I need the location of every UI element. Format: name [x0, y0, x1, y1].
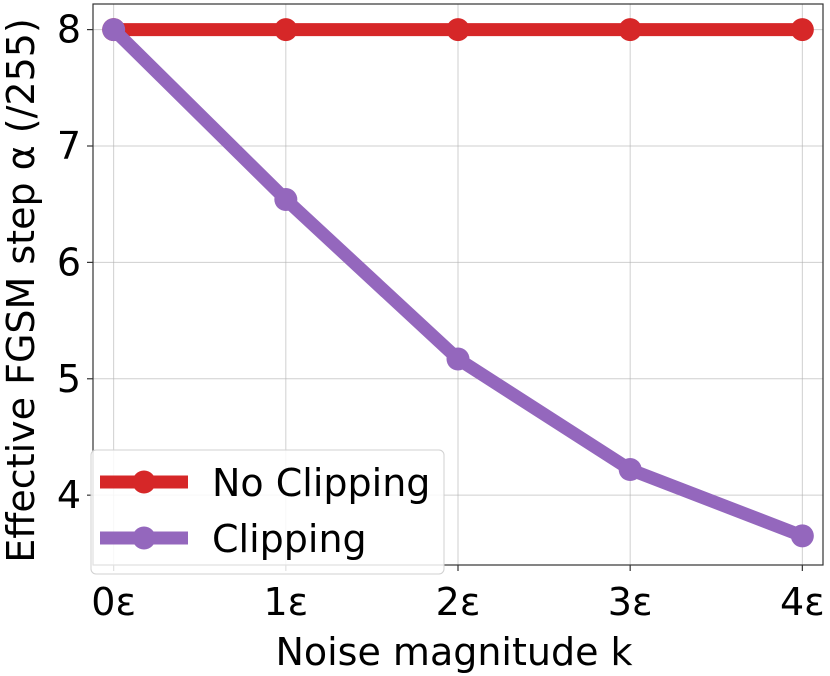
data-point [274, 18, 298, 42]
x-tick-label: 2ε [436, 580, 481, 624]
y-tick-label: 6 [57, 240, 81, 284]
x-tick-label: 1ε [263, 580, 308, 624]
legend-label: No Clipping [212, 461, 430, 505]
y-tick-label: 4 [57, 473, 81, 517]
x-ticks: 0ε 1ε 2ε 3ε 4ε [91, 565, 825, 624]
y-tick-label: 5 [57, 357, 81, 401]
data-point [446, 18, 470, 42]
data-point [790, 18, 814, 42]
data-point [446, 347, 470, 371]
legend-label: Clipping [212, 517, 367, 561]
legend: No Clipping Clipping [90, 449, 445, 575]
y-tick-label: 7 [57, 124, 81, 168]
series-lines [102, 18, 814, 548]
y-tick-label: 8 [57, 8, 81, 52]
legend-marker [132, 470, 156, 494]
x-tick-label: 3ε [608, 580, 653, 624]
data-point [618, 18, 642, 42]
legend-marker [132, 526, 156, 550]
x-axis-label: Noise magnitude k [275, 630, 632, 674]
y-axis-label: Effective FGSM step α (/255) [0, 18, 43, 563]
y-ticks: 4 5 6 7 8 [57, 8, 93, 517]
data-point [618, 458, 642, 482]
data-point [274, 188, 298, 212]
data-point [790, 524, 814, 548]
x-tick-label: 0ε [91, 580, 136, 624]
x-tick-label: 4ε [780, 580, 825, 624]
data-point [102, 18, 126, 42]
